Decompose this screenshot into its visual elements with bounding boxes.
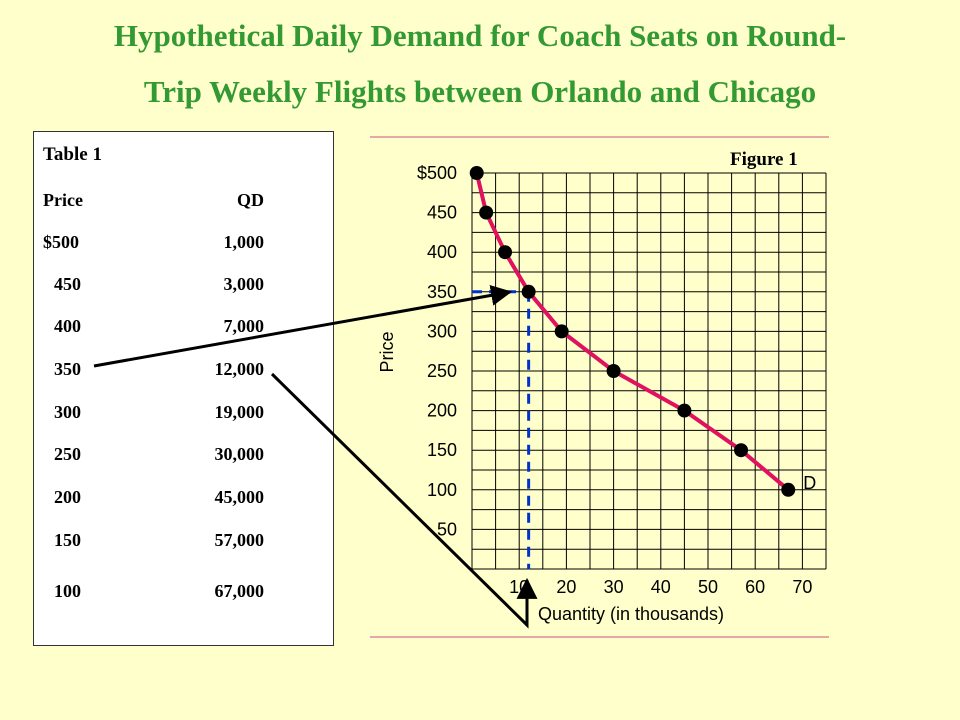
cell-qd: 3,000	[223, 274, 265, 294]
highlight-guides	[472, 290, 531, 569]
y-tick-label: 400	[427, 242, 457, 262]
cell-qd: 19,000	[214, 402, 265, 422]
table-row: 300 19,000	[34, 402, 334, 426]
cell-qd: 12,000	[214, 359, 265, 379]
table-row: 250 30,000	[34, 444, 334, 468]
x-tick-label: 40	[651, 577, 671, 597]
y-axis-title: Price	[377, 331, 397, 372]
y-tick-label: 50	[437, 519, 457, 539]
data-point	[606, 364, 621, 378]
data-point	[521, 284, 536, 299]
data-point	[498, 245, 513, 260]
arrow-row-to-quantity	[270, 372, 538, 629]
x-axis-title: Quantity (in thousands)	[538, 604, 724, 624]
cell-price: $500	[43, 232, 79, 252]
cell-price: 450	[54, 274, 81, 294]
cell-qd: 30,000	[214, 444, 265, 464]
series-label: D	[803, 473, 816, 493]
y-tick-label: 350	[427, 282, 457, 302]
table-row: 450 3,000	[34, 274, 334, 298]
table-row: 100 67,000	[34, 581, 334, 605]
x-tick-label: 60	[745, 577, 765, 597]
title-line-2: Trip Weekly Flights between Orlando and …	[143, 74, 817, 109]
y-tick-label: 100	[427, 480, 457, 500]
cell-price: 200	[54, 487, 81, 507]
x-axis-ticks: 10 20 30 40 50 60 70	[509, 577, 812, 597]
cell-price: 350	[54, 359, 81, 379]
data-point	[554, 324, 569, 339]
y-tick-label: 450	[427, 203, 457, 223]
y-tick-label: 300	[427, 321, 457, 341]
x-tick-label: 30	[604, 577, 624, 597]
x-tick-label: 70	[792, 577, 812, 597]
data-point	[469, 166, 484, 180]
data-point	[479, 205, 494, 220]
cell-price: 300	[54, 402, 81, 422]
cell-qd: 7,000	[223, 316, 265, 336]
grid	[471, 172, 827, 570]
data-point	[677, 403, 692, 418]
data-point	[781, 482, 796, 497]
cell-price: 100	[54, 581, 81, 601]
y-tick-label: 200	[427, 401, 457, 421]
header-price: Price	[43, 190, 83, 210]
data-point	[734, 443, 749, 458]
cell-price: 150	[54, 530, 81, 550]
table-row: 350 12,000	[34, 359, 334, 383]
y-tick-label: 150	[427, 440, 457, 460]
page-title: Hypothetical Daily Demand for Coach Seat…	[20, 8, 940, 120]
table-header: Price QD	[34, 190, 334, 214]
table-row: 200 45,000	[34, 487, 334, 511]
y-axis-ticks: 50 100 150 200 250 300 350 400 450 $500	[417, 163, 457, 539]
title-line-1: Hypothetical Daily Demand for Coach Seat…	[113, 18, 847, 53]
demand-series: D	[469, 166, 816, 497]
x-tick-label: 50	[698, 577, 718, 597]
cell-qd: 45,000	[214, 487, 265, 507]
x-tick-label: 20	[556, 577, 576, 597]
demand-table: Table 1 Price QD $500 1,000 450 3,000 40…	[33, 131, 334, 646]
cell-qd: 1,000	[223, 232, 265, 252]
cell-price: 400	[54, 316, 81, 336]
table-row: $500 1,000	[34, 232, 334, 256]
table-row: 150 57,000	[34, 530, 334, 554]
callout-arrows	[93, 284, 538, 629]
cell-price: 250	[54, 444, 81, 464]
table-row: 400 7,000	[34, 316, 334, 340]
y-tick-label: 250	[427, 361, 457, 381]
y-tick-label: $500	[417, 163, 457, 183]
cell-qd: 67,000	[214, 581, 265, 601]
table-caption: Table 1	[43, 144, 102, 165]
arrow-row-to-point	[93, 284, 513, 368]
cell-qd: 57,000	[214, 530, 265, 550]
figure-label: Figure 1	[730, 149, 798, 170]
header-qd: QD	[237, 190, 264, 210]
